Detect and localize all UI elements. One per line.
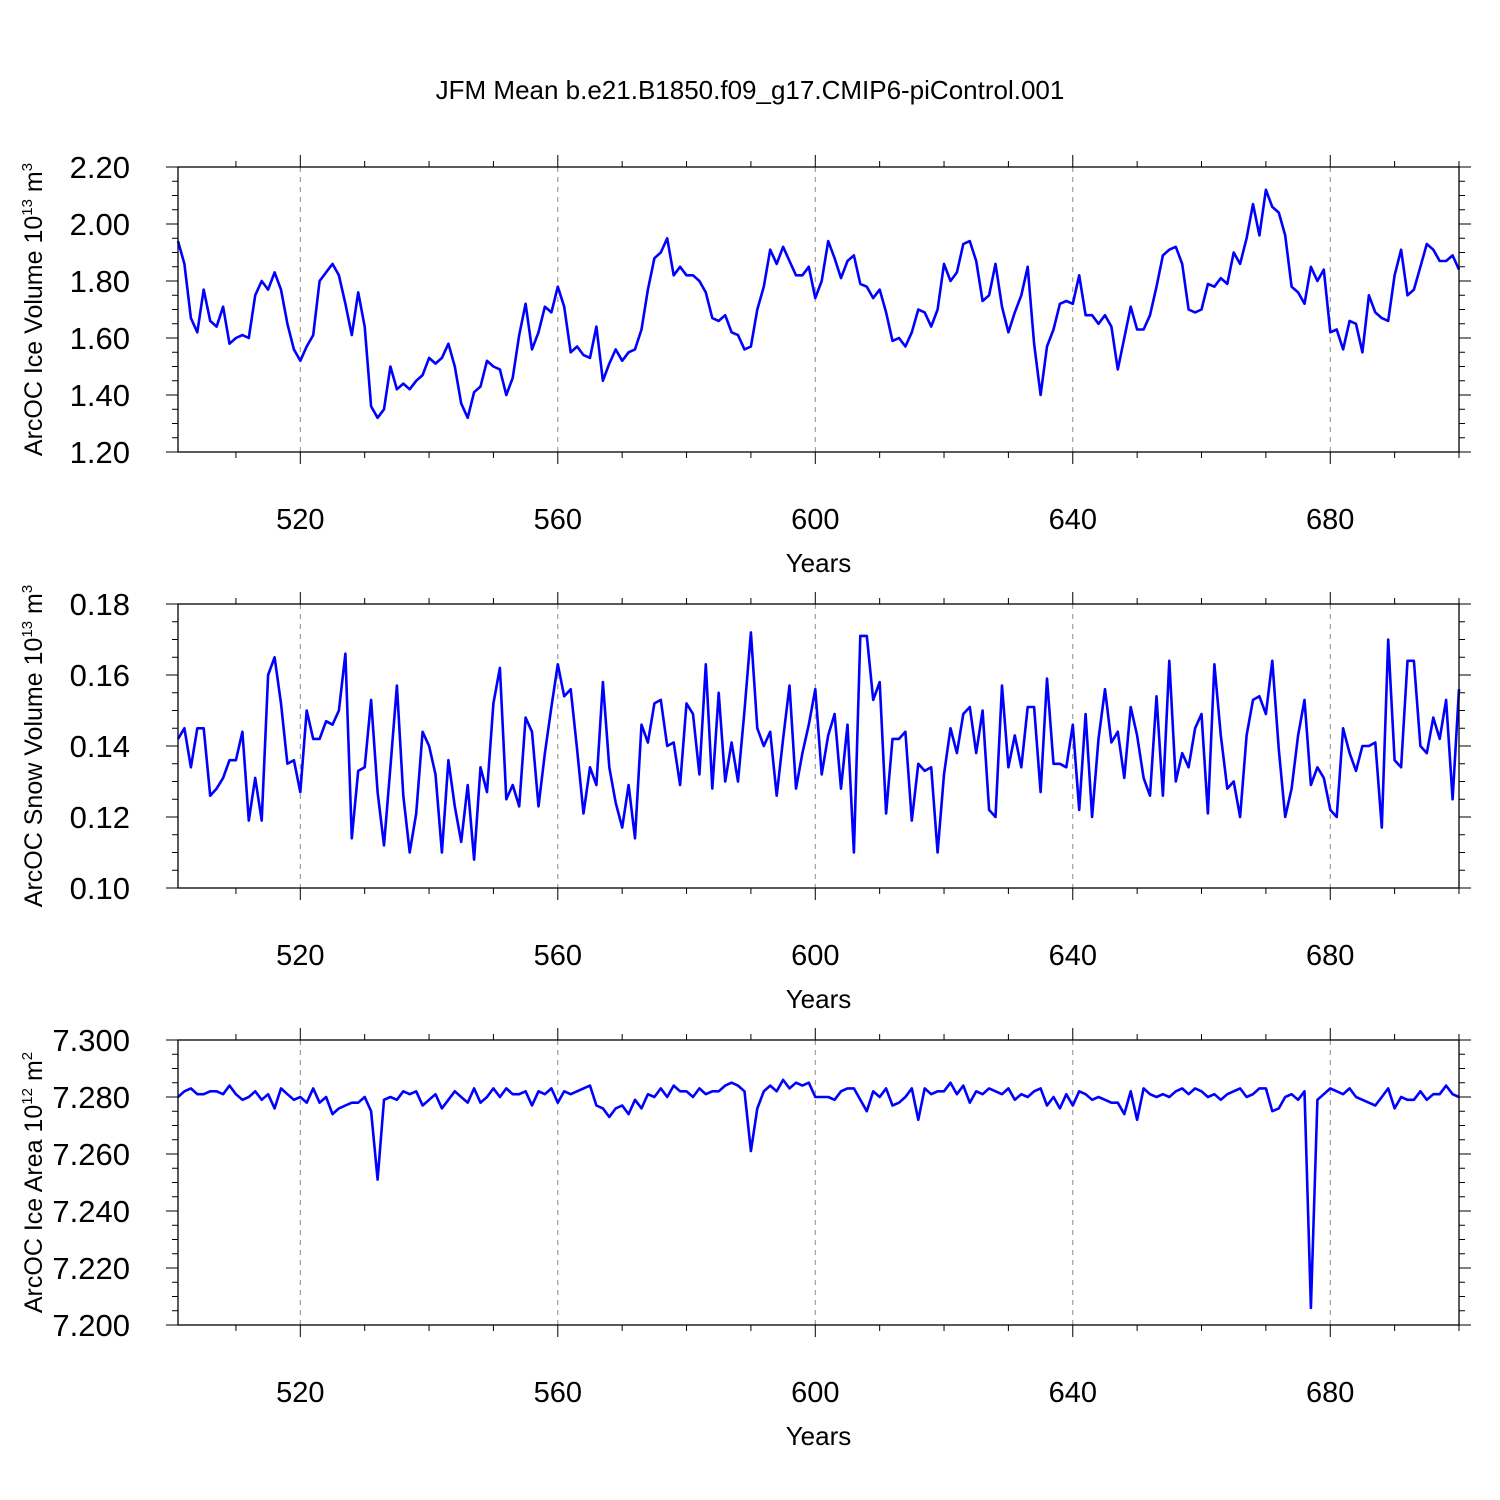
y-axis-label-text: ArcOC Ice Area 10 [20,1105,48,1313]
x-tick-label: 640 [1049,940,1097,972]
y-axis-label-exponent: 13 [19,621,36,638]
y-axis-label-unit-exponent: 3 [19,585,36,593]
y-tick-label: 1.80 [70,264,130,299]
y-tick-label: 0.18 [70,587,130,622]
x-axis-label: Years [786,548,852,578]
y-tick-label: 0.14 [70,729,130,764]
y-axis-label-text: ArcOC Snow Volume 10 [20,638,48,908]
plot-frame [177,1039,1460,1326]
y-tick-label: 1.40 [70,378,130,413]
y-tick-label: 7.280 [52,1080,130,1115]
chart-title: JFM Mean b.e21.B1850.f09_g17.CMIP6-piCon… [436,75,1065,105]
panel-3: 520 560 600 640 680 7.200 7.220 7.240 7.260 7.280… [19,1023,1471,1451]
x-tick-label: 560 [534,940,582,972]
y-axis-label-unit: m [20,593,48,621]
y-tick-label: 7.240 [52,1194,130,1229]
x-tick-label: 680 [1306,504,1354,536]
y-tick-label: 7.260 [52,1137,130,1172]
data-line-2 [176,631,1461,861]
data-line-1 [176,188,1461,420]
y-tick-label: 0.12 [70,800,130,835]
y-tick-label: 0.16 [70,658,130,693]
x-tick-label: 600 [791,1377,839,1409]
y-tick-label: 7.300 [52,1023,130,1058]
x-tick-label: 680 [1306,1377,1354,1409]
x-tick-label: 600 [791,940,839,972]
x-tick-label: 560 [534,1377,582,1409]
plot-frame [177,166,1460,453]
y-tick-label: 0.10 [70,871,130,906]
y-axis-label-exponent: 12 [19,1088,36,1105]
panel-2: 520 560 600 640 680 0.10 0.12 0.14 0.16 0.18 Years… [19,585,1471,1014]
x-tick-label: 520 [276,504,324,536]
x-axis-label: Years [786,1421,852,1451]
y-tick-label: 1.20 [70,435,130,470]
y-tick-label: 7.200 [52,1308,130,1343]
data-line-3 [177,1078,1460,1310]
y-tick-label: 2.20 [70,150,130,185]
y-tick-label: 7.220 [52,1251,130,1286]
y-axis-label: ArcOC Ice Volume 1013 m3 [19,163,48,456]
x-tick-label: 640 [1049,1377,1097,1409]
y-axis-label-unit: m [20,1060,48,1088]
y-axis-label-unit: m [20,171,48,199]
x-tick-label: 640 [1049,504,1097,536]
x-axis-label: Years [786,984,852,1014]
y-axis-label-exponent: 13 [19,199,36,216]
panel-1: 520 560 600 640 680 1.20 1.40 1.60 1.80 2.00 2.20 Y… [19,150,1471,578]
y-axis-label: ArcOC Ice Area 1012 m2 [19,1052,48,1313]
x-tick-label: 680 [1306,940,1354,972]
x-tick-label: 560 [534,504,582,536]
y-axis-label-unit-exponent: 3 [19,163,36,171]
x-tick-label: 520 [276,940,324,972]
y-axis-label-text: ArcOC Ice Volume 10 [20,216,48,456]
x-tick-label: 520 [276,1377,324,1409]
y-tick-label: 2.00 [70,207,130,242]
y-axis-label-unit-exponent: 2 [19,1052,36,1060]
x-tick-label: 600 [791,504,839,536]
y-tick-label: 1.60 [70,321,130,356]
y-axis-label: ArcOC Snow Volume 1013 m3 [19,585,48,907]
